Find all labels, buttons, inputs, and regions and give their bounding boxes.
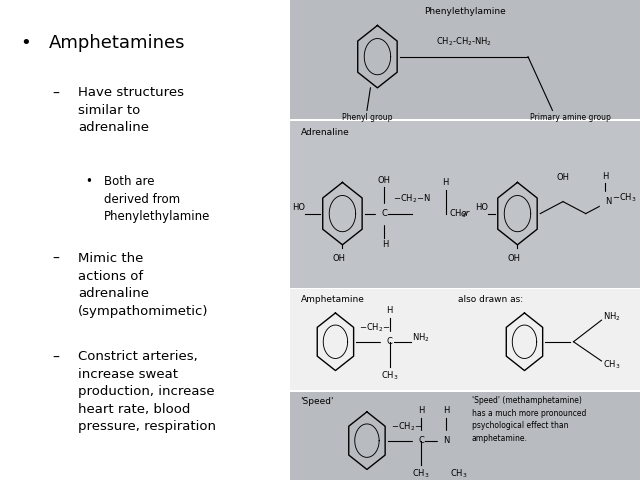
- Text: OH: OH: [508, 254, 520, 264]
- Text: Phenylethylamine: Phenylethylamine: [424, 7, 506, 16]
- Text: CH$_3$: CH$_3$: [450, 467, 467, 480]
- Text: –: –: [52, 350, 59, 364]
- Text: –: –: [52, 252, 59, 266]
- Text: OH: OH: [332, 254, 346, 264]
- Text: 'Speed': 'Speed': [300, 397, 334, 407]
- Text: Have structures
similar to
adrenaline: Have structures similar to adrenaline: [78, 86, 184, 134]
- Text: C: C: [387, 337, 392, 346]
- Text: Mimic the
actions of
adrenaline
(sympathomimetic): Mimic the actions of adrenaline (sympath…: [78, 252, 209, 317]
- Text: Constrict arteries,
increase sweat
production, increase
heart rate, blood
pressu: Constrict arteries, increase sweat produ…: [78, 350, 216, 433]
- Text: H: H: [387, 306, 393, 315]
- Text: HO: HO: [292, 204, 305, 212]
- Text: H: H: [418, 406, 424, 415]
- Text: C: C: [419, 436, 424, 445]
- Text: H: H: [444, 406, 449, 415]
- Text: N: N: [444, 436, 449, 445]
- Text: •: •: [20, 34, 31, 51]
- Bar: [290, 289, 640, 390]
- Text: CH$_2$-CH$_2$-NH$_2$: CH$_2$-CH$_2$-NH$_2$: [436, 36, 492, 48]
- Text: or: or: [460, 209, 470, 218]
- Text: 'Speed' (methamphetamine)
has a much more pronounced
psychological effect than
a: 'Speed' (methamphetamine) has a much mor…: [472, 396, 586, 443]
- Text: C: C: [381, 209, 387, 218]
- Text: OH: OH: [557, 173, 570, 182]
- Text: •: •: [86, 175, 92, 188]
- Text: CH$_3$: CH$_3$: [412, 467, 430, 480]
- Text: Amphetamines: Amphetamines: [49, 34, 186, 51]
- Text: $-$CH$_2$$-$N: $-$CH$_2$$-$N: [393, 192, 431, 205]
- Text: H: H: [602, 172, 608, 181]
- Text: Adrenaline: Adrenaline: [300, 128, 349, 137]
- Text: CH$_3$: CH$_3$: [381, 370, 399, 382]
- Text: $-$CH$_2$$-$: $-$CH$_2$$-$: [359, 322, 390, 334]
- Text: NH$_2$: NH$_2$: [604, 310, 621, 323]
- Text: Phenyl group: Phenyl group: [342, 113, 392, 122]
- Bar: [290, 0, 640, 119]
- Text: $-$CH$_3$: $-$CH$_3$: [612, 192, 637, 204]
- Bar: [290, 121, 640, 288]
- Text: H: H: [382, 240, 388, 249]
- Text: OH: OH: [378, 176, 391, 185]
- Text: N: N: [605, 197, 612, 206]
- Text: CH$_3$: CH$_3$: [604, 359, 621, 371]
- Text: CH$_3$: CH$_3$: [449, 207, 467, 220]
- Text: also drawn as:: also drawn as:: [458, 295, 523, 304]
- Text: NH$_2$: NH$_2$: [412, 332, 430, 344]
- Text: Both are
derived from
Phenylethylamine: Both are derived from Phenylethylamine: [104, 175, 211, 223]
- Text: H: H: [442, 178, 449, 187]
- Text: HO: HO: [475, 204, 488, 212]
- Text: Primary amine group: Primary amine group: [529, 113, 611, 122]
- Text: $-$CH$_2$$-$: $-$CH$_2$$-$: [391, 420, 422, 433]
- Bar: [290, 392, 640, 480]
- Text: Amphetamine: Amphetamine: [300, 295, 364, 304]
- Text: –: –: [52, 86, 59, 100]
